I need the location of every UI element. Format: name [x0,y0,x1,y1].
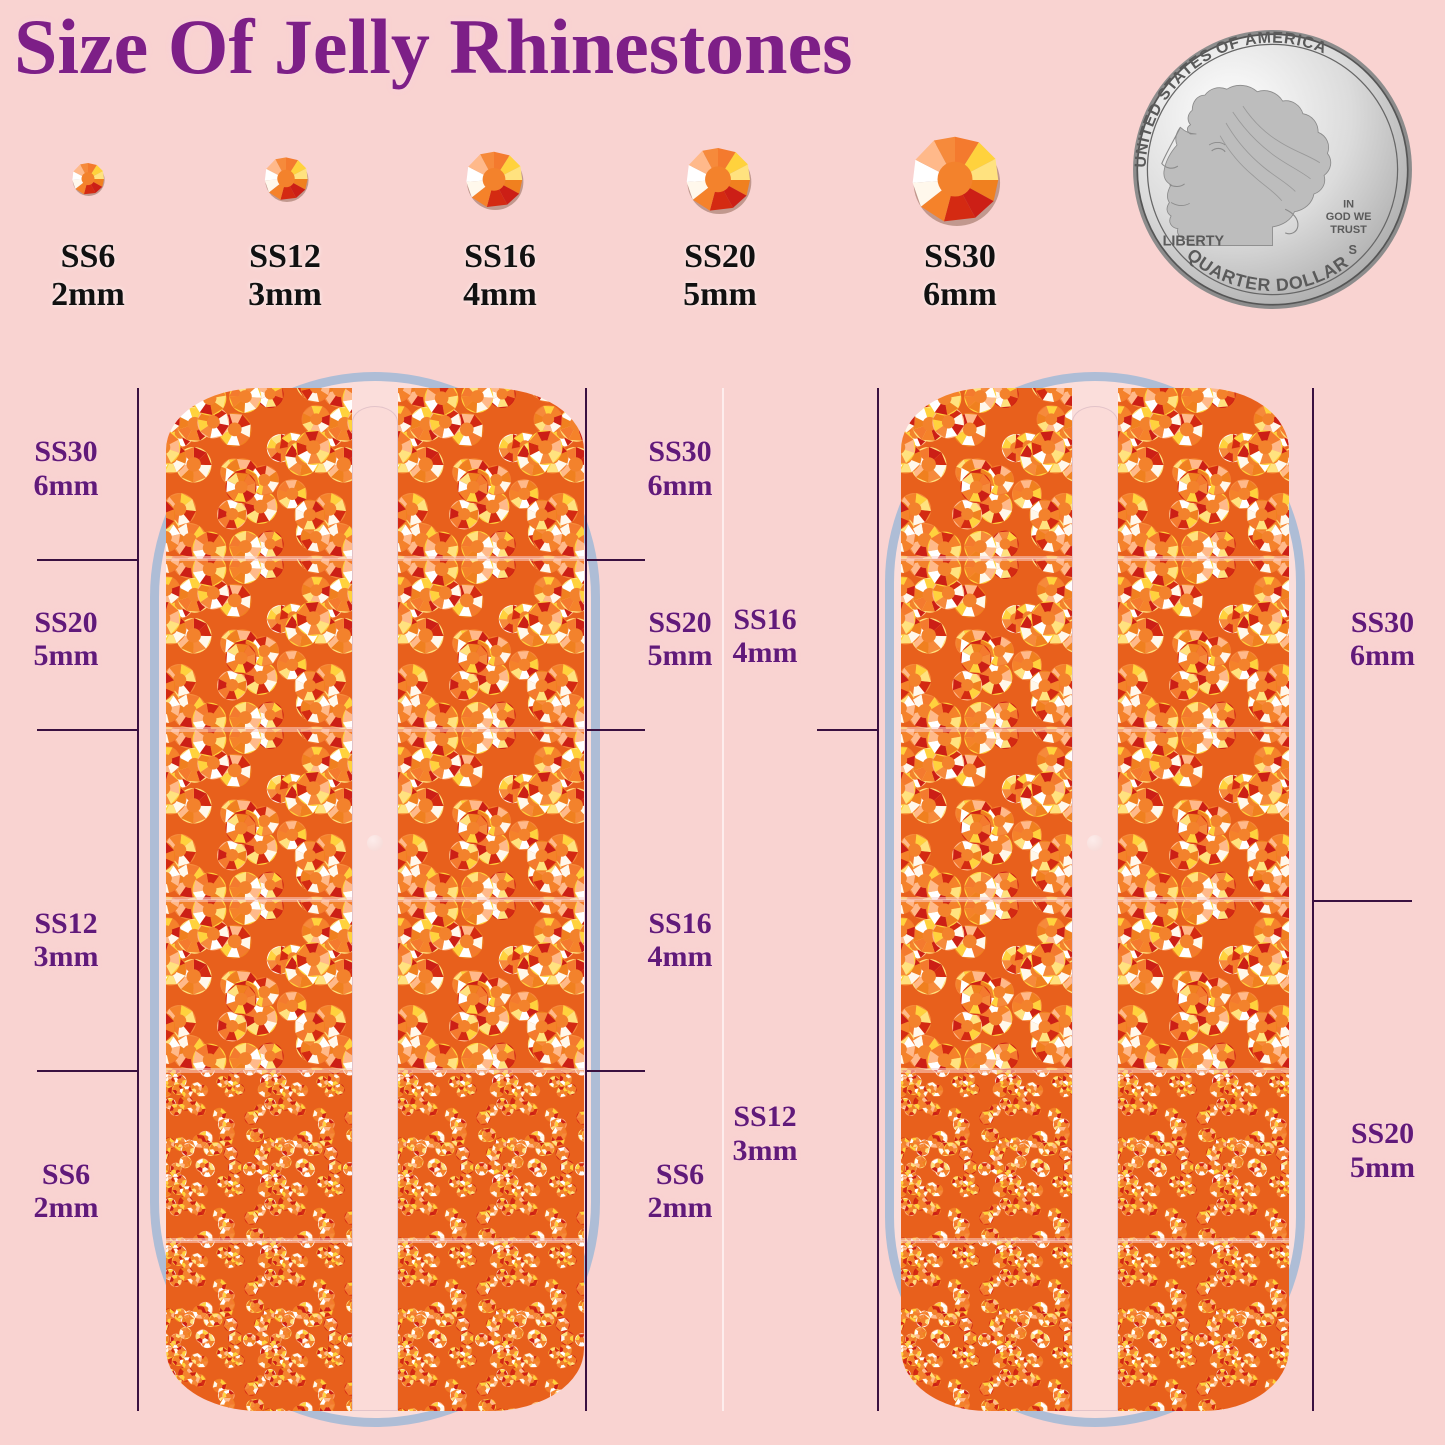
svg-text:LIBERTY: LIBERTY [1163,234,1225,250]
svg-text:TRUST: TRUST [1330,224,1367,236]
svg-text:S: S [1349,243,1357,257]
svg-text:GOD WE: GOD WE [1326,211,1372,223]
svg-text:IN: IN [1343,199,1354,211]
